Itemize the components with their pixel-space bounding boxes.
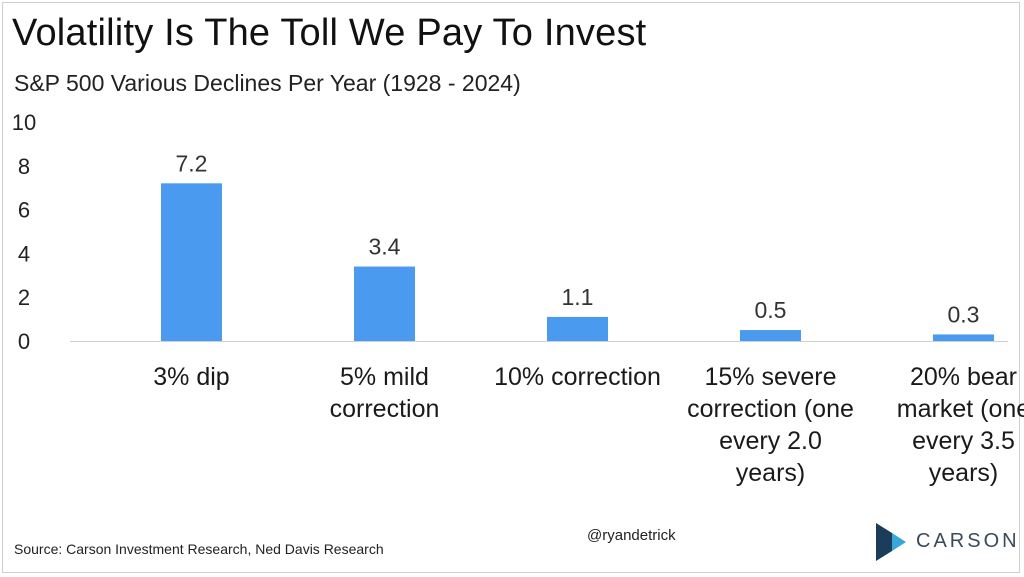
bar — [354, 266, 415, 341]
bar — [547, 316, 608, 341]
source-note: Source: Carson Investment Research, Ned … — [14, 541, 384, 557]
x-tick-label-line: every 3.5 — [912, 427, 1015, 455]
x-tick-label-line: years) — [736, 459, 805, 487]
chart-subtitle: S&P 500 Various Declines Per Year (1928 … — [14, 70, 521, 96]
x-tick-label-line: 5% mild — [340, 363, 429, 391]
data-label: 0.5 — [755, 297, 787, 323]
x-tick-label-line: correction — [330, 395, 440, 423]
logo-text: CARSON — [916, 530, 1020, 552]
y-tick-label: 0 — [18, 329, 30, 354]
x-tick-label-line: years) — [929, 459, 998, 487]
data-label: 1.1 — [562, 284, 594, 310]
x-tick-label: 3% dip — [153, 363, 229, 391]
y-tick-label: 10 — [12, 110, 36, 135]
x-tick-label: 5% mild correction — [330, 363, 440, 423]
carson-logo-icon — [876, 523, 906, 561]
x-tick-label-line: 20% bear — [910, 363, 1017, 391]
x-tick-label-line: market (one — [897, 395, 1024, 423]
author-handle: @ryandetrick — [587, 527, 676, 544]
x-tick-label-line: 15% severe — [704, 363, 836, 391]
data-label: 0.3 — [948, 301, 980, 327]
x-tick-label-line: 3% dip — [153, 363, 229, 391]
bar — [740, 330, 801, 341]
bar — [933, 334, 994, 341]
x-tick-label-line: correction (one — [687, 395, 854, 423]
y-tick-label: 2 — [18, 285, 30, 310]
data-label: 7.2 — [176, 150, 208, 176]
x-tick-label-line: every 2.0 — [719, 427, 822, 455]
x-tick-label: 20% bear market (one every 3.5 years) — [897, 363, 1024, 487]
x-tick-label-line: 10% correction — [494, 363, 661, 391]
carson-logo: CARSON — [872, 521, 1017, 563]
y-tick-label: 6 — [18, 198, 30, 223]
bar — [161, 183, 222, 341]
chart-title: Volatility Is The Toll We Pay To Invest — [12, 12, 647, 54]
y-tick-label: 8 — [18, 154, 30, 179]
x-tick-label: 10% correction — [494, 363, 661, 391]
y-tick-label: 4 — [18, 241, 30, 266]
data-label: 3.4 — [369, 234, 401, 260]
x-tick-label: 15% severe correction (one every 2.0 years) — [687, 363, 854, 487]
